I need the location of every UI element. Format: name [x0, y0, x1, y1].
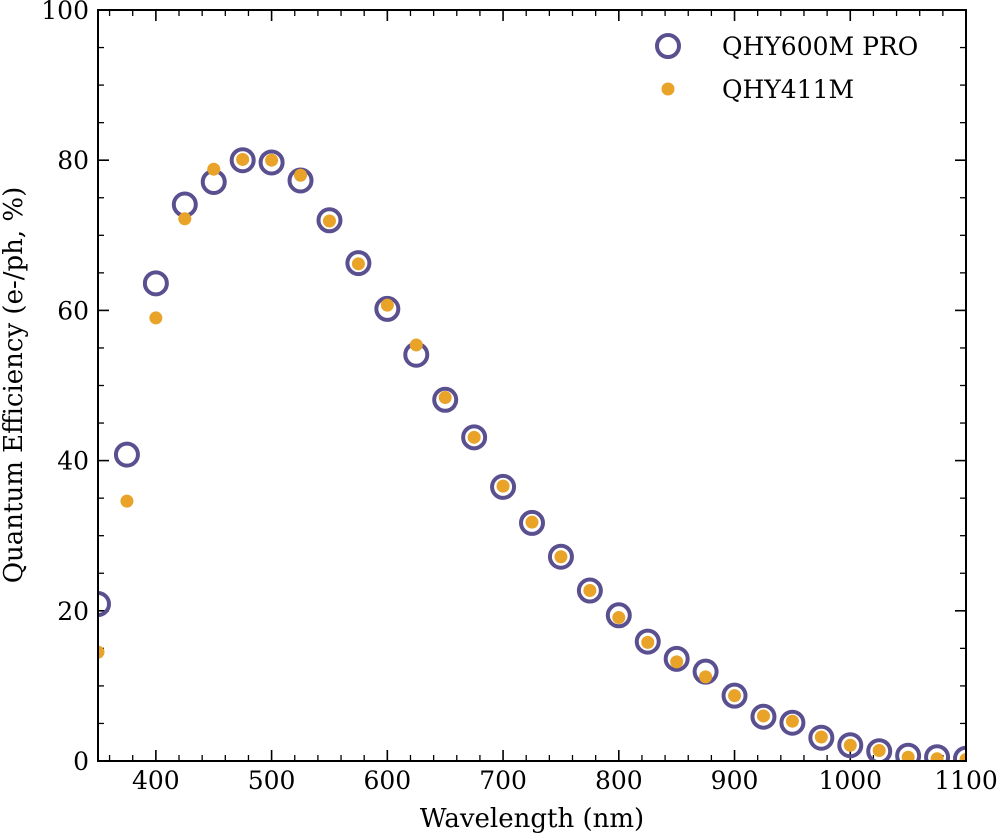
data-point-qhy600m-pro [490, 473, 517, 500]
legend-marker-qhy411m [661, 82, 675, 96]
data-point-qhy600m-pro [258, 149, 285, 176]
x-tick-label: 600 [363, 766, 411, 795]
data-point-qhy600m-pro [953, 745, 966, 761]
data-point-qhy411m [756, 709, 770, 723]
y-tick-label: 20 [57, 597, 89, 626]
data-point-qhy411m [496, 479, 510, 493]
data-point-qhy411m [785, 714, 799, 728]
data-point-qhy411m [641, 635, 655, 649]
data-point-qhy600m-pro [634, 628, 661, 655]
data-point-qhy600m-pro [663, 645, 690, 672]
x-tick-label: 400 [132, 766, 180, 795]
y-tick-label: 100 [41, 0, 89, 25]
data-point-qhy411m [525, 515, 539, 529]
data-point-qhy411m [959, 752, 966, 761]
data-point-qhy600m-pro [750, 703, 777, 730]
data-point-qhy600m-pro [837, 732, 864, 759]
data-point-qhy411m [728, 689, 742, 703]
y-tick-label: 0 [73, 747, 89, 776]
y-tick-label: 80 [57, 146, 89, 175]
major-ticks [98, 9, 967, 762]
data-point-qhy411m [583, 584, 597, 598]
x-tick-label: 900 [711, 766, 759, 795]
minor-ticks [98, 10, 966, 761]
data-point-qhy411m [438, 391, 452, 405]
plot-frame [97, 9, 967, 762]
data-point-qhy411m [178, 212, 192, 226]
data-points [98, 147, 966, 761]
data-point-qhy600m-pro [374, 295, 401, 322]
data-point-qhy411m [351, 257, 365, 271]
tick-labels: 400 500 600 700 800 900 1000 1100 0 20 40 60 80 100 [41, 0, 998, 795]
x-tick-label: 800 [595, 766, 643, 795]
legend-marker-qhy600m-pro [655, 33, 681, 59]
data-point-qhy411m [901, 750, 915, 761]
data-point-qhy600m-pro [924, 744, 951, 761]
data-point-qhy600m-pro [98, 591, 111, 618]
data-point-qhy411m [843, 738, 857, 752]
data-point-qhy411m [467, 430, 481, 444]
x-tick-label: 500 [248, 766, 296, 795]
data-point-qhy600m-pro [519, 509, 545, 536]
data-point-qhy600m-pro [895, 742, 922, 761]
legend-label-qhy411m: QHY411M [722, 75, 854, 104]
x-tick-label: 1000 [818, 766, 882, 795]
data-point-qhy600m-pro [866, 738, 893, 761]
data-point-qhy411m [409, 338, 423, 352]
data-point-qhy411m [236, 152, 250, 166]
data-point-qhy600m-pro [229, 147, 256, 174]
legend: QHY600M PRO QHY411M [655, 32, 918, 104]
y-tick-label: 40 [57, 447, 89, 476]
data-point-qhy600m-pro [547, 543, 574, 570]
x-tick-label: 700 [479, 766, 527, 795]
data-point-qhy600m-pro [142, 270, 169, 297]
x-tick-label: 1100 [934, 766, 998, 795]
data-point-qhy411m [612, 611, 626, 625]
data-point-qhy411m [207, 162, 221, 176]
data-point-qhy600m-pro [345, 250, 372, 277]
data-point-qhy600m-pro [808, 724, 835, 751]
y-tick-label: 60 [57, 296, 89, 325]
data-point-qhy411m [670, 655, 684, 669]
y-axis-label: Quantum Efficiency (e-/ph, %) [0, 187, 29, 584]
data-point-qhy600m-pro [171, 191, 198, 218]
data-point-qhy411m [322, 214, 336, 228]
data-point-qhy411m [554, 550, 568, 564]
data-point-qhy600m-pro [605, 602, 632, 629]
data-point-qhy600m-pro [721, 682, 748, 709]
data-point-qhy600m-pro [779, 709, 806, 736]
data-point-qhy600m-pro [576, 577, 603, 604]
data-point-qhy411m [814, 730, 828, 744]
data-point-qhy600m-pro [316, 207, 343, 234]
data-point-qhy411m [380, 298, 394, 312]
data-point-qhy411m [930, 752, 944, 761]
data-point-qhy411m [699, 670, 713, 684]
data-point-qhy600m-pro [461, 424, 488, 451]
data-point-qhy411m [265, 153, 279, 167]
legend-label-qhy600m-pro: QHY600M PRO [722, 32, 918, 61]
data-point-qhy411m [149, 311, 163, 325]
data-point-qhy411m [294, 168, 308, 182]
data-point-qhy411m [120, 494, 134, 508]
x-axis-label: Wavelength (nm) [420, 804, 644, 834]
data-point-qhy600m-pro [432, 386, 459, 413]
data-point-qhy411m [872, 743, 886, 757]
data-point-qhy600m-pro [113, 441, 140, 468]
data-point-qhy411m [98, 645, 105, 659]
